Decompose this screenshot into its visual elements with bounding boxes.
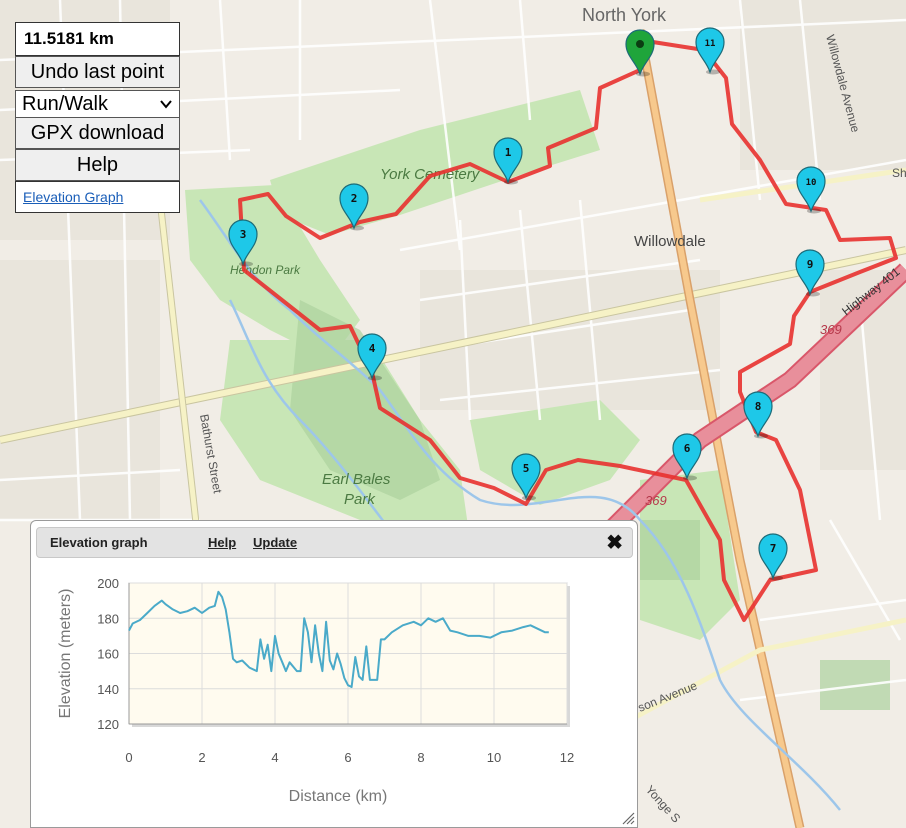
route-marker-7[interactable]: 7 [758, 533, 788, 581]
route-marker-label: 5 [523, 462, 530, 475]
y-tick-label: 140 [97, 682, 119, 697]
elevation-help-link[interactable]: Help [208, 535, 237, 550]
route-marker-10[interactable]: 10 [796, 166, 826, 214]
route-marker-label: 4 [369, 342, 376, 355]
y-tick-label: 200 [97, 576, 119, 591]
y-axis-title: Elevation (meters) [57, 589, 74, 719]
resize-handle-icon[interactable] [619, 809, 635, 825]
x-tick-label: 4 [271, 750, 278, 765]
route-marker-label: 11 [705, 39, 716, 49]
gpx-download-button[interactable]: GPX download [15, 117, 180, 149]
highway-shield-369-lower: 369 [645, 493, 667, 508]
route-marker-3[interactable]: 3 [228, 219, 258, 267]
elevation-panel[interactable]: Elevation graph Help Update ✖ 0 2 4 6 8 10 12 1… [30, 520, 638, 828]
y-tick-label: 180 [97, 611, 119, 626]
series-line-0 [128, 590, 549, 688]
elevation-chart: 0 2 4 6 8 10 12 120 140 160 180 200 Distance (km) Ele… [57, 576, 574, 805]
map-label-north-york: North York [582, 5, 667, 25]
route-marker-label: 6 [684, 442, 691, 455]
mode-select-value: Run/Walk [22, 93, 108, 115]
x-axis-title: Distance (km) [289, 788, 388, 805]
route-marker-9[interactable]: 9 [795, 249, 825, 297]
map-label-earl-bales: Earl Bales [322, 471, 391, 488]
route-marker-label: 7 [770, 542, 777, 555]
route-marker-6[interactable]: 6 [672, 433, 702, 481]
x-tick-label: 8 [417, 750, 424, 765]
elevation-update-link[interactable]: Update [253, 535, 298, 550]
route-marker-4[interactable]: 4 [357, 333, 387, 381]
route-marker-5[interactable]: 5 [511, 453, 541, 501]
x-tick-label: 12 [560, 750, 574, 765]
x-tick-label: 10 [487, 750, 501, 765]
highway-shield-369-upper: 369 [820, 322, 842, 337]
map-label-sheppard: Sh [892, 166, 906, 180]
route-marker-1[interactable]: 1 [493, 137, 523, 185]
route-marker-label: 8 [755, 400, 762, 413]
map-label-willowdale: Willowdale [634, 233, 706, 250]
elevation-panel-title: Elevation graph [50, 535, 148, 550]
y-tick-label: 120 [97, 717, 119, 732]
elevation-panel-header[interactable]: Elevation graph Help Update ✖ [36, 527, 633, 558]
map-label-earl-bales-park: Park [344, 491, 376, 508]
route-marker-label: 3 [240, 228, 247, 241]
y-tick-label: 160 [97, 647, 119, 662]
help-button[interactable]: Help [15, 149, 180, 181]
elevation-graph-link[interactable]: Elevation Graph [23, 189, 124, 205]
close-icon[interactable]: ✖ [606, 532, 623, 554]
x-tick-label: 6 [344, 750, 351, 765]
route-marker-label: 9 [807, 258, 814, 271]
route-marker-11[interactable]: 11 [695, 27, 725, 75]
start-pin-icon[interactable] [625, 29, 655, 77]
route-marker-2[interactable]: 2 [339, 183, 369, 231]
chevron-down-icon [159, 91, 173, 126]
route-marker-label: 10 [806, 178, 817, 188]
mode-select[interactable]: Run/Walk [15, 90, 180, 118]
x-tick-label: 2 [198, 750, 205, 765]
route-distance: 11.5181 km [15, 22, 180, 56]
route-marker-8[interactable]: 8 [743, 391, 773, 439]
route-marker-label: 2 [351, 192, 358, 205]
x-tick-label: 0 [125, 750, 132, 765]
elevation-link-box: Elevation Graph [15, 181, 180, 213]
undo-last-point-button[interactable]: Undo last point [15, 56, 180, 88]
route-path[interactable] [238, 38, 898, 622]
route-marker-label: 1 [505, 146, 512, 159]
